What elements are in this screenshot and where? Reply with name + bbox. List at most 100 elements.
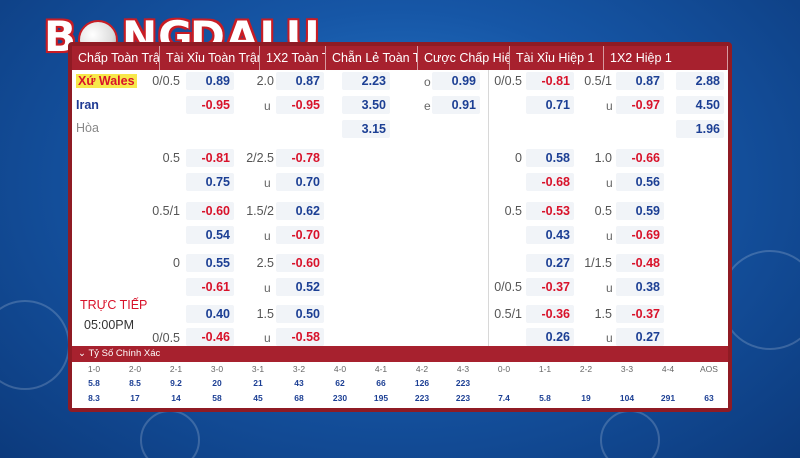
score-odd-bottom[interactable]: 7.4 bbox=[498, 393, 510, 403]
ou-over-odd[interactable]: 0.87 bbox=[276, 72, 324, 90]
score-label: 2-2 bbox=[579, 364, 593, 374]
h1-ou-over-odd[interactable]: -0.48 bbox=[616, 254, 664, 272]
x12-away-odd[interactable]: 3.50 bbox=[342, 96, 390, 114]
h1-ou-over-odd[interactable]: 0.59 bbox=[616, 202, 664, 220]
ou-under-odd[interactable]: 0.52 bbox=[276, 278, 324, 296]
score-odd-bottom[interactable]: 45 bbox=[253, 393, 263, 403]
score-odd-top[interactable]: 9.2 bbox=[170, 378, 182, 388]
score-odd-bottom[interactable]: 291 bbox=[660, 393, 676, 403]
h1-handicap-away-odd[interactable]: -0.68 bbox=[526, 173, 574, 191]
header-1x2-fulltime[interactable]: 1X2 Toàn Trận bbox=[260, 46, 326, 70]
score-odd-bottom[interactable]: 104 bbox=[619, 393, 635, 403]
h1-handicap-home-odd[interactable]: -0.53 bbox=[526, 202, 574, 220]
h1-ou-over-odd[interactable]: -0.37 bbox=[616, 305, 664, 323]
header-ou-h1[interactable]: Tài Xỉu Hiệp 1 bbox=[510, 46, 604, 70]
score-odd-top[interactable]: 43 bbox=[294, 378, 304, 388]
h1-handicap-home-odd[interactable]: 0.58 bbox=[526, 149, 574, 167]
ou-under-odd[interactable]: -0.58 bbox=[276, 328, 324, 346]
score-odd-top[interactable]: 223 bbox=[455, 378, 471, 388]
ou-over-odd[interactable]: 0.62 bbox=[276, 202, 324, 220]
score-odd-bottom[interactable]: 68 bbox=[294, 393, 304, 403]
score-odd-top[interactable] bbox=[650, 376, 686, 391]
under-label: u bbox=[264, 331, 271, 345]
score-odd-top[interactable] bbox=[568, 376, 604, 391]
h1-handicap-away-odd[interactable]: 0.43 bbox=[526, 226, 574, 244]
score-odd-top[interactable] bbox=[527, 376, 563, 391]
odd-value[interactable]: 0.99 bbox=[432, 72, 480, 90]
header-ou-fulltime[interactable]: Tài Xỉu Toàn Trận bbox=[160, 46, 260, 70]
header-oddeven-fulltime[interactable]: Chẵn Lẻ Toàn Trận bbox=[326, 46, 418, 70]
h1-handicap-away-odd[interactable]: 0.26 bbox=[526, 328, 574, 346]
score-odd-bottom[interactable]: 230 bbox=[332, 393, 348, 403]
h1-ou-under-odd[interactable]: -0.97 bbox=[616, 96, 664, 114]
score-odd-bottom[interactable]: 63 bbox=[704, 393, 714, 403]
ou-over-odd[interactable]: 0.50 bbox=[276, 305, 324, 323]
h1-ou-under-odd[interactable]: 0.27 bbox=[616, 328, 664, 346]
handicap-away-odd[interactable]: 0.75 bbox=[186, 173, 234, 191]
score-label: 0-0 bbox=[497, 364, 511, 374]
h1-x12-away-odd[interactable]: 4.50 bbox=[676, 96, 724, 114]
handicap-home-odd[interactable]: -0.60 bbox=[186, 202, 234, 220]
handicap-away-odd[interactable]: -0.46 bbox=[186, 328, 234, 346]
x12-home-odd[interactable]: 2.23 bbox=[342, 72, 390, 90]
h1-ou-under-odd[interactable]: 0.56 bbox=[616, 173, 664, 191]
handicap-home-odd[interactable]: -0.81 bbox=[186, 149, 234, 167]
h1-handicap-away-odd[interactable]: -0.37 bbox=[526, 278, 574, 296]
x12-draw-odd[interactable]: 3.15 bbox=[342, 120, 390, 138]
even-value[interactable]: 0.91 bbox=[432, 96, 480, 114]
score-odd-top[interactable]: 126 bbox=[414, 378, 430, 388]
correct-score-title: Tỷ Số Chính Xác bbox=[88, 348, 161, 359]
divider bbox=[488, 70, 489, 346]
handicap-away-odd[interactable]: -0.95 bbox=[186, 96, 234, 114]
ou-under-odd[interactable]: -0.70 bbox=[276, 226, 324, 244]
score-label: 3-0 bbox=[210, 364, 224, 374]
score-odd-top[interactable]: 20 bbox=[212, 378, 222, 388]
ou-under-odd[interactable]: -0.95 bbox=[276, 96, 324, 114]
h1-ou-under-odd[interactable]: -0.69 bbox=[616, 226, 664, 244]
header-handicap-fulltime[interactable]: Chấp Toàn Trận bbox=[72, 46, 160, 70]
score-odd-bottom[interactable]: 8.3 bbox=[88, 393, 100, 403]
h1-handicap-home-odd[interactable]: -0.36 bbox=[526, 305, 574, 323]
score-odd-top[interactable] bbox=[486, 376, 522, 391]
header-1x2-h1[interactable]: 1X2 Hiệp 1 bbox=[604, 46, 728, 70]
score-column: 3-3 104 bbox=[609, 362, 645, 408]
score-odd-top[interactable]: 8.5 bbox=[129, 378, 141, 388]
h1-ou-line: 0.5/1 bbox=[584, 74, 612, 88]
handicap-home-odd[interactable]: 0.55 bbox=[186, 254, 234, 272]
score-odd-bottom[interactable]: 19 bbox=[581, 393, 591, 403]
score-odd-bottom[interactable]: 14 bbox=[171, 393, 181, 403]
score-odd-bottom[interactable]: 58 bbox=[212, 393, 222, 403]
handicap-away-odd[interactable]: -0.61 bbox=[186, 278, 234, 296]
correct-score-header[interactable]: ⌄ Tỷ Số Chính Xác bbox=[72, 346, 728, 362]
score-odd-bottom[interactable]: 17 bbox=[130, 393, 140, 403]
h1-handicap-home-odd[interactable]: -0.81 bbox=[526, 72, 574, 90]
score-odd-bottom[interactable]: 223 bbox=[455, 393, 471, 403]
header-handicap-h1[interactable]: Cược Chấp Hiệp 1 bbox=[418, 46, 510, 70]
h1-ou-under-odd[interactable]: 0.38 bbox=[616, 278, 664, 296]
handicap-home-odd[interactable]: 0.89 bbox=[186, 72, 234, 90]
ou-under-odd[interactable]: 0.70 bbox=[276, 173, 324, 191]
score-odd-bottom[interactable]: 223 bbox=[414, 393, 430, 403]
h1-ou-over-odd[interactable]: -0.66 bbox=[616, 149, 664, 167]
h1-ou-over-odd[interactable]: 0.87 bbox=[616, 72, 664, 90]
h1-x12-home-odd[interactable]: 2.88 bbox=[676, 72, 724, 90]
score-column: 3-0 20 58 bbox=[199, 362, 235, 408]
ou-over-odd[interactable]: -0.78 bbox=[276, 149, 324, 167]
score-odd-top[interactable] bbox=[691, 376, 727, 391]
h1-x12-draw-odd[interactable]: 1.96 bbox=[676, 120, 724, 138]
h1-handicap-away-odd[interactable]: 0.71 bbox=[526, 96, 574, 114]
score-odd-top[interactable] bbox=[609, 376, 645, 391]
score-odd-top[interactable]: 5.8 bbox=[88, 378, 100, 388]
background-chip bbox=[140, 410, 200, 458]
h1-handicap-home-odd[interactable]: 0.27 bbox=[526, 254, 574, 272]
odds-panel: Chấp Toàn Trận Tài Xỉu Toàn Trận 1X2 Toà… bbox=[68, 42, 732, 412]
score-odd-top[interactable]: 62 bbox=[335, 378, 345, 388]
score-odd-top[interactable]: 66 bbox=[376, 378, 386, 388]
handicap-away-odd[interactable]: 0.54 bbox=[186, 226, 234, 244]
score-odd-top[interactable]: 21 bbox=[253, 378, 263, 388]
score-odd-bottom[interactable]: 5.8 bbox=[539, 393, 551, 403]
handicap-home-odd[interactable]: 0.40 bbox=[186, 305, 234, 323]
background-chip bbox=[600, 410, 660, 458]
ou-over-odd[interactable]: -0.60 bbox=[276, 254, 324, 272]
score-odd-bottom[interactable]: 195 bbox=[373, 393, 389, 403]
